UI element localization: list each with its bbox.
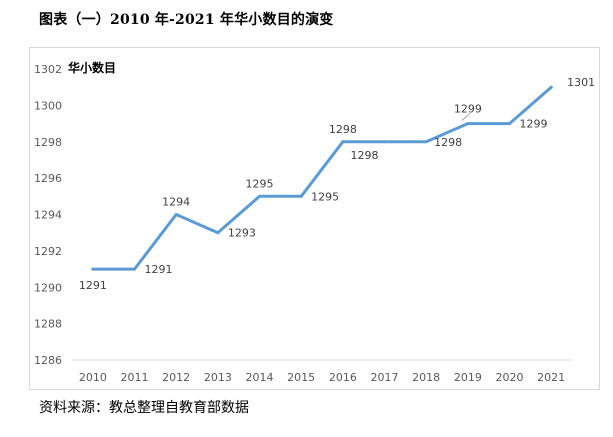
x-tick-label: 2015: [287, 371, 315, 384]
data-point: [341, 140, 345, 144]
x-tick-label: 2017: [371, 371, 399, 384]
data-label: 1293: [228, 227, 256, 240]
y-tick-label: 1286: [34, 354, 62, 367]
data-point: [258, 194, 261, 198]
data-label: 1298: [434, 136, 462, 149]
data-point: [508, 122, 511, 126]
series-layer: [91, 85, 553, 271]
chart-title: 华小数目: [68, 60, 116, 75]
x-tick-label: 2016: [329, 371, 357, 384]
x-tick-label: 2010: [79, 371, 107, 384]
data-label: 1295: [246, 177, 274, 190]
y-tick-label: 1288: [34, 318, 62, 331]
data-label: 1298: [329, 123, 357, 136]
x-tick-label: 2011: [121, 371, 149, 384]
data-point: [383, 140, 386, 144]
data-label: 1299: [454, 103, 482, 116]
y-tick-label: 1302: [34, 63, 62, 76]
data-point: [216, 231, 220, 235]
y-tick-label: 1298: [34, 136, 62, 149]
data-point: [299, 194, 303, 198]
data-label: 1295: [311, 190, 339, 203]
data-point: [133, 267, 136, 271]
x-axis-ticks: 2010 2011 2012 2013 2014 2015 2016 2017 2018 2019…: [79, 371, 565, 384]
page-title: 图表（一）2010 年-2021 年华小数目的演变: [39, 12, 334, 28]
data-label: 1291: [79, 279, 107, 292]
data-point: [174, 213, 178, 216]
x-tick-label: 2012: [162, 371, 190, 384]
y-tick-label: 1292: [34, 245, 62, 258]
data-label: 1294: [162, 196, 190, 209]
data-label: 1301: [567, 76, 595, 89]
x-tick-label: 2014: [246, 371, 274, 384]
data-point: [466, 122, 470, 126]
x-tick-label: 2013: [204, 371, 232, 384]
chart-area: [29, 47, 600, 390]
x-tick-label: 2019: [454, 371, 482, 384]
x-tick-label: 2021: [537, 371, 565, 384]
data-label: 1299: [520, 118, 548, 131]
series-line: [91, 85, 553, 271]
x-tick-label: 2018: [412, 371, 440, 384]
y-tick-label: 1300: [34, 99, 62, 112]
y-tick-label: 1290: [34, 281, 62, 294]
data-point: [549, 85, 553, 89]
source-note: 资料来源：教总整理自教育部数据: [39, 400, 249, 416]
data-point: [424, 140, 428, 144]
data-labels: 1291 1291 1294 1293 1295 1295 1298 1298 1298 1299…: [79, 76, 595, 292]
data-point: [91, 267, 95, 271]
x-tick-label: 2020: [496, 371, 524, 384]
data-label: 1298: [351, 149, 379, 162]
leader-line: [461, 113, 471, 121]
y-tick-label: 1296: [34, 172, 62, 185]
data-label: 1291: [145, 263, 173, 276]
y-axis-ticks: 1286 1288 1290 1292 1294 1296 1298 1300 1302: [34, 63, 62, 367]
y-tick-label: 1294: [34, 209, 62, 222]
